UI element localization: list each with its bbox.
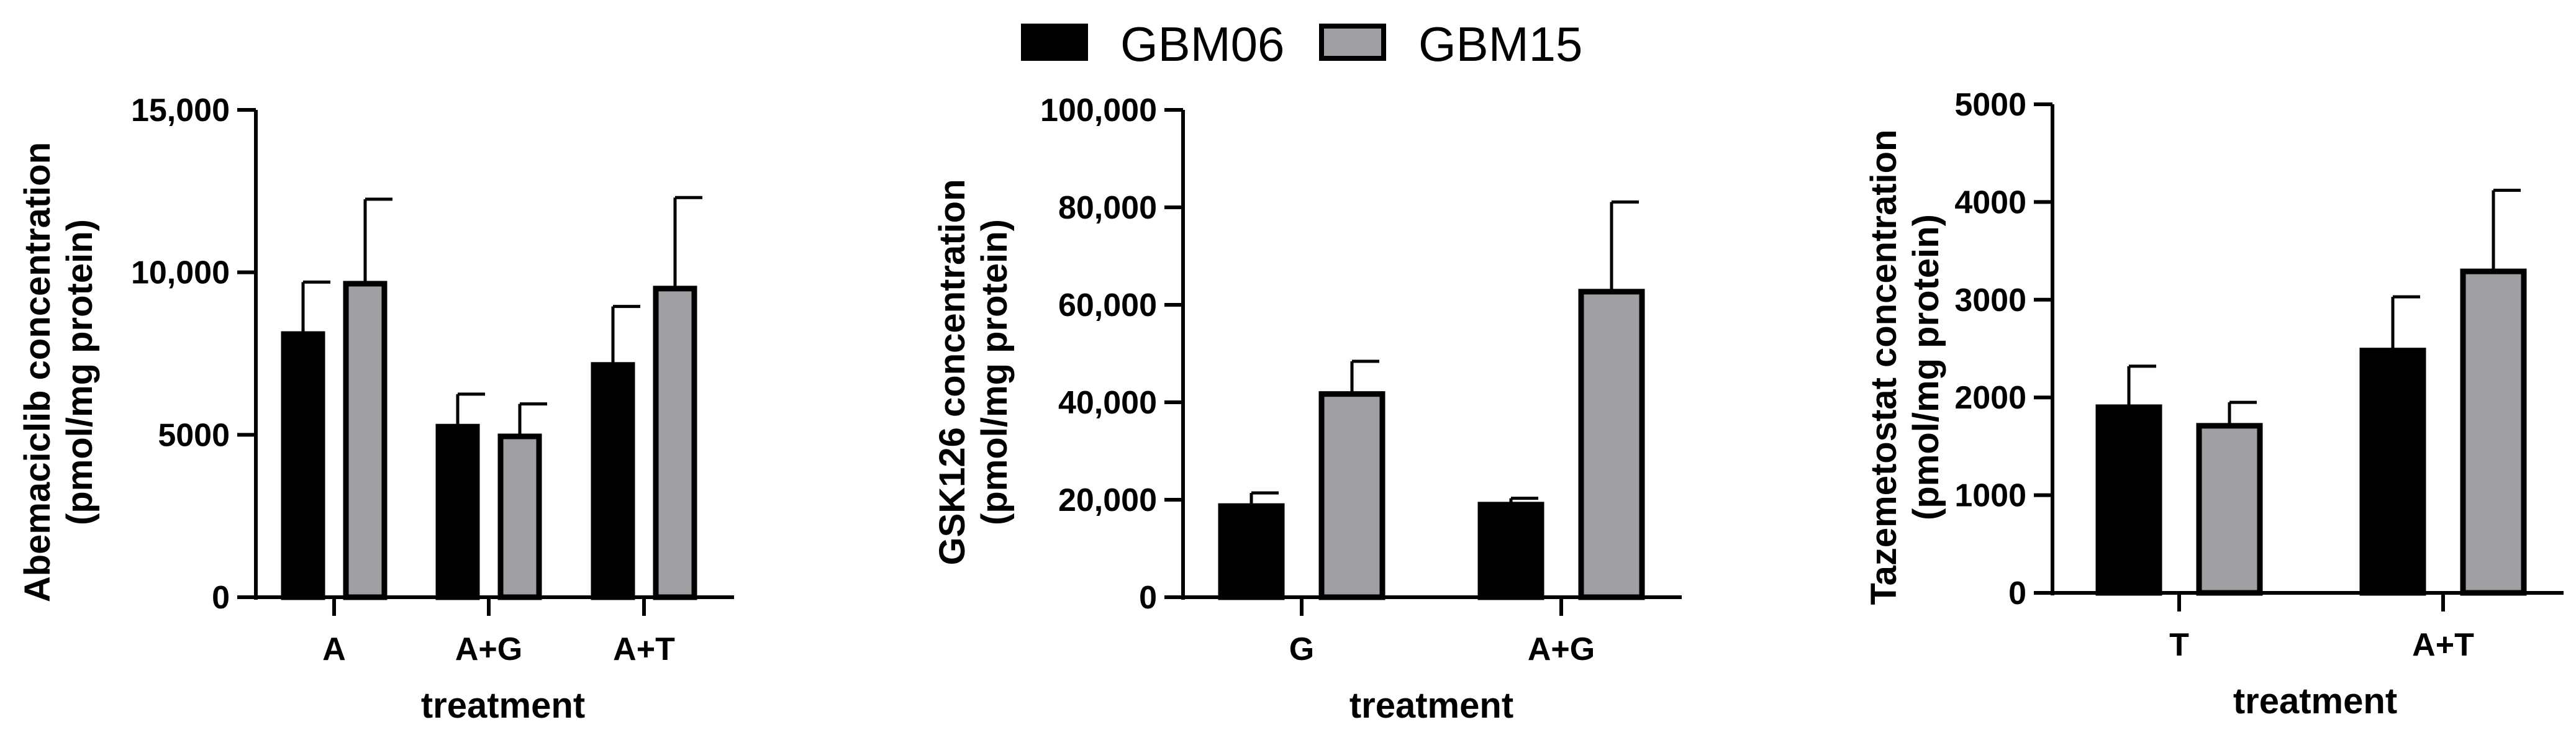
y-tick-label: 40,000 xyxy=(1058,385,1157,421)
legend-swatch-gbm06 xyxy=(1021,24,1088,61)
x-tick-label: A+T xyxy=(2412,627,2474,663)
legend-swatch-gbm15 xyxy=(1319,24,1386,61)
y-tick-label: 80,000 xyxy=(1058,190,1157,226)
y-axis-title-line-2: (pmol/mg protein) xyxy=(974,219,1015,525)
y-axis-title-line-1: Tazemetostat concentration xyxy=(1864,130,1904,605)
bar-gbm06-g xyxy=(1218,503,1285,600)
chart-panel-abemaciclib: 0 5000 10,000 15,000 A A+G A+T treatment Abemaci… xyxy=(17,92,734,726)
x-tick-label: A+G xyxy=(1528,631,1595,667)
y-tick-label: 15,000 xyxy=(131,92,230,129)
bar-gbm15-a-plus-g xyxy=(1578,289,1645,600)
x-axis-title: treatment xyxy=(421,685,585,726)
y-tick-label: 3000 xyxy=(1954,282,2026,318)
bar-gbm06-a-plus-t xyxy=(591,362,635,600)
bar-gbm06-a xyxy=(281,331,325,600)
x-tick-label: A xyxy=(322,631,346,667)
y-tick-label: 2000 xyxy=(1954,380,2026,416)
legend: GBM06 GBM15 xyxy=(1021,17,1582,71)
legend-label-gbm06: GBM06 xyxy=(1120,17,1284,71)
chart-panel-gsk126: 0 20,000 40,000 60,000 80,000 100,000 G A+G trea… xyxy=(932,92,1682,726)
y-axis-title-line-1: Abemaciclib concentration xyxy=(17,142,58,602)
bar-gbm15-g xyxy=(1318,391,1386,600)
x-tick-label: A+G xyxy=(455,631,522,667)
bar-gbm15-a-plus-t xyxy=(2460,268,2527,596)
x-tick-label: G xyxy=(1289,631,1314,667)
chart-panel-tazemetostat: 0 1000 2000 3000 4000 5000 T A+T treatment Tazeme… xyxy=(1864,87,2564,721)
x-axis-title: treatment xyxy=(2233,681,2397,721)
bar-gbm06-a-plus-g xyxy=(435,423,480,600)
y-tick-label: 10,000 xyxy=(131,255,230,291)
y-axis-title-line-1: GSK126 concentration xyxy=(932,179,973,565)
y-tick-label: 1000 xyxy=(1954,478,2026,514)
y-tick-label: 5000 xyxy=(158,417,230,453)
bar-gbm06-a-plus-t xyxy=(2359,348,2426,596)
y-axis-title-line-2: (pmol/mg protein) xyxy=(1906,214,1946,520)
legend-label-gbm15: GBM15 xyxy=(1418,17,1582,71)
y-tick-label: 0 xyxy=(212,580,230,616)
bar-gbm15-a-plus-g xyxy=(497,433,542,600)
y-tick-label: 0 xyxy=(2008,575,2026,611)
bar-gbm06-t xyxy=(2095,404,2162,596)
y-tick-label: 60,000 xyxy=(1058,287,1157,323)
bar-gbm15-a xyxy=(343,281,388,600)
y-tick-label: 5000 xyxy=(1954,87,2026,123)
bar-gbm15-t xyxy=(2196,423,2263,596)
y-tick-label: 100,000 xyxy=(1040,92,1157,129)
y-tick-label: 4000 xyxy=(1954,184,2026,220)
x-axis-title: treatment xyxy=(1349,685,1513,726)
y-tick-label: 0 xyxy=(1139,580,1157,616)
x-tick-label: A+T xyxy=(613,631,675,667)
y-tick-label: 20,000 xyxy=(1058,482,1157,518)
bar-gbm06-a-plus-g xyxy=(1477,502,1544,600)
bar-gbm15-a-plus-t xyxy=(653,286,697,600)
y-axis-title-line-2: (pmol/mg protein) xyxy=(60,219,100,525)
x-tick-label: T xyxy=(2169,627,2189,663)
